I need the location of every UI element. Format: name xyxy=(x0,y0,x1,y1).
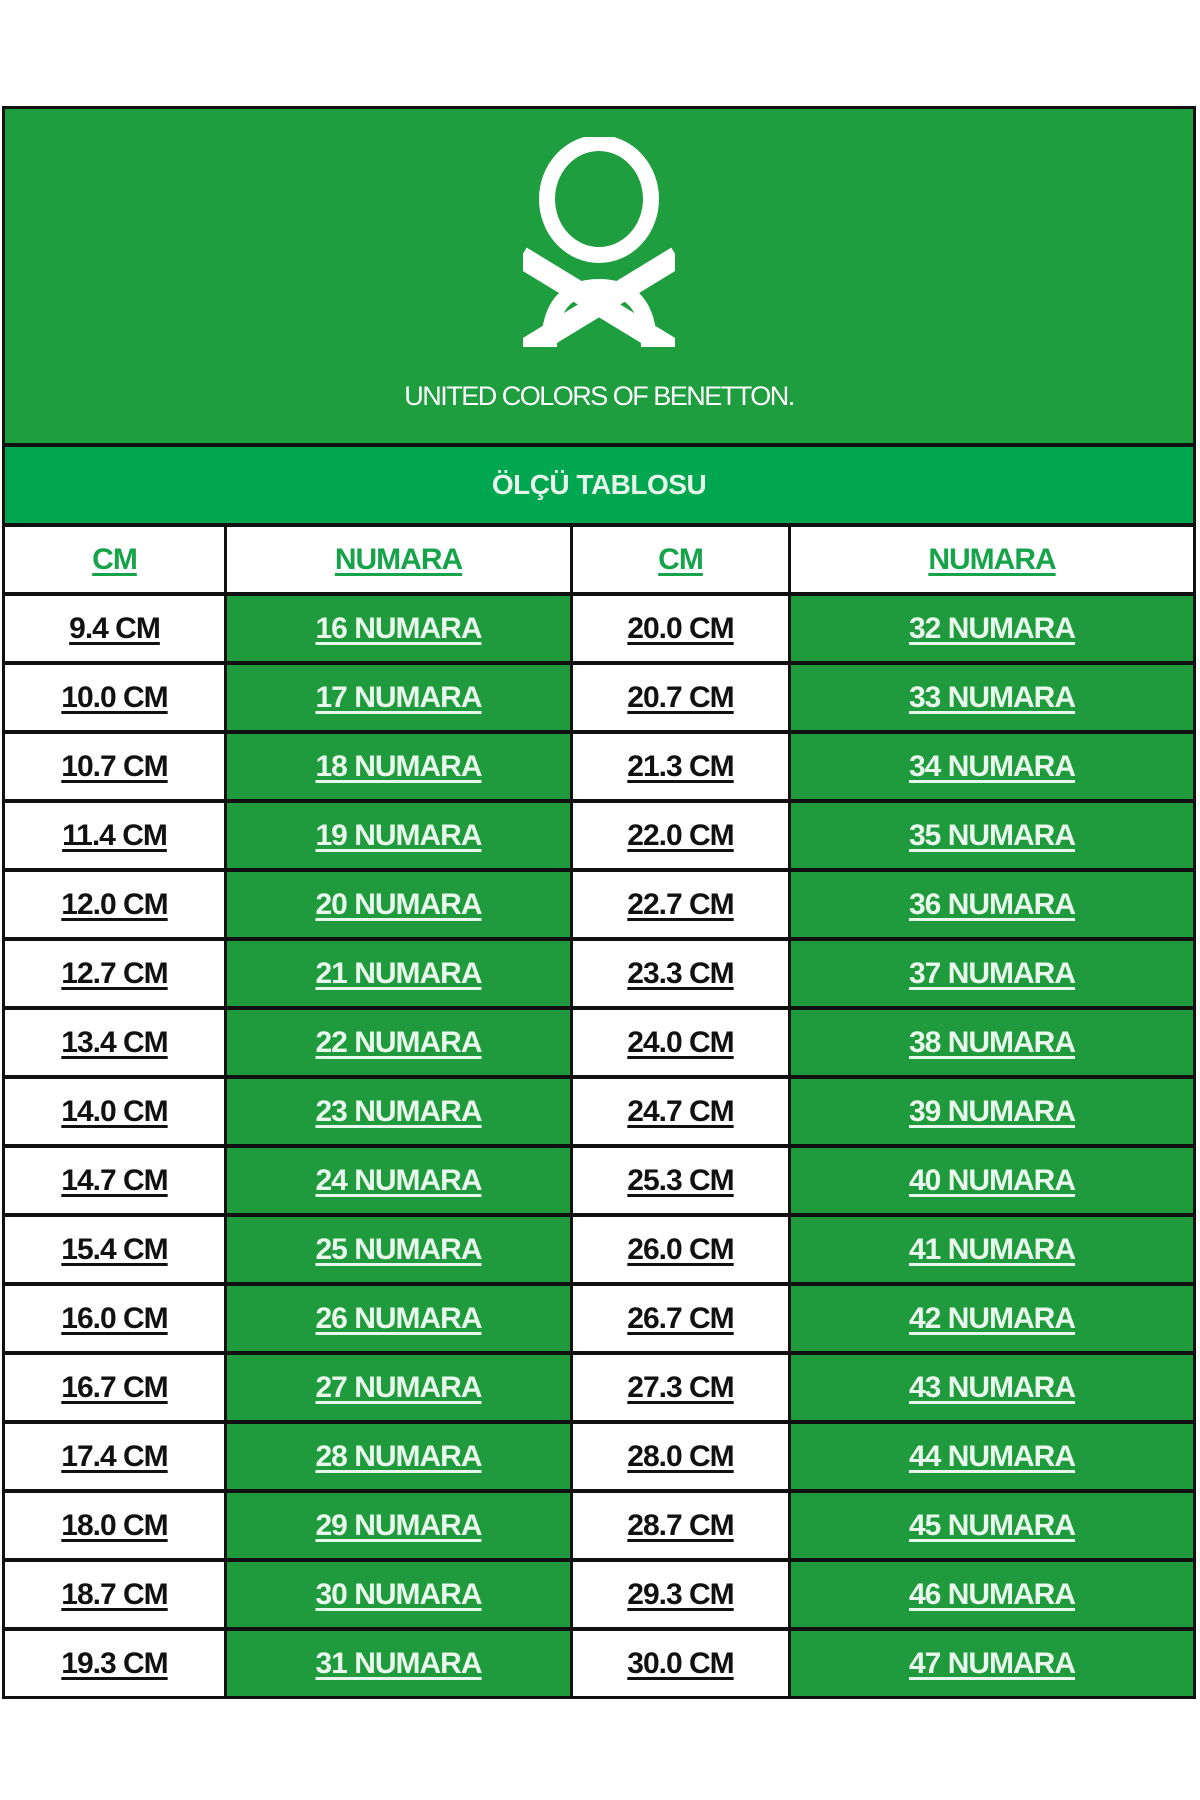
numara-cell: 33 NUMARA xyxy=(791,665,1193,730)
cm-cell: 14.0 CM xyxy=(5,1079,224,1144)
numara-cell: 36 NUMARA xyxy=(791,872,1193,937)
size-chart-table: UNITED COLORS OF BENETTON. ÖLÇÜ TABLOSU … xyxy=(2,106,1196,1699)
cm-cell: 26.0 CM xyxy=(573,1217,788,1282)
table-row: 19.3 CM 31 NUMARA 30.0 CM 47 NUMARA xyxy=(5,1631,1193,1696)
table-row: 14.7 CM 24 NUMARA 25.3 CM 40 NUMARA xyxy=(5,1148,1193,1213)
numara-cell: 38 NUMARA xyxy=(791,1010,1193,1075)
numara-cell: 39 NUMARA xyxy=(791,1079,1193,1144)
cm-cell: 22.7 CM xyxy=(573,872,788,937)
cm-cell: 24.7 CM xyxy=(573,1079,788,1144)
table-row: 10.0 CM 17 NUMARA 20.7 CM 33 NUMARA xyxy=(5,665,1193,730)
cm-cell: 28.7 CM xyxy=(573,1493,788,1558)
table-row: 10.7 CM 18 NUMARA 21.3 CM 34 NUMARA xyxy=(5,734,1193,799)
cm-cell: 24.0 CM xyxy=(573,1010,788,1075)
cm-cell: 12.7 CM xyxy=(5,941,224,1006)
numara-cell: 34 NUMARA xyxy=(791,734,1193,799)
numara-cell: 40 NUMARA xyxy=(791,1148,1193,1213)
table-row: 16.0 CM 26 NUMARA 26.7 CM 42 NUMARA xyxy=(5,1286,1193,1351)
benetton-knot-logo-icon xyxy=(509,137,689,347)
numara-cell: 17 NUMARA xyxy=(227,665,570,730)
numara-cell: 45 NUMARA xyxy=(791,1493,1193,1558)
cm-cell: 20.7 CM xyxy=(573,665,788,730)
cm-cell: 13.4 CM xyxy=(5,1010,224,1075)
table-row: 15.4 CM 25 NUMARA 26.0 CM 41 NUMARA xyxy=(5,1217,1193,1282)
cm-cell: 19.3 CM xyxy=(5,1631,224,1696)
cm-cell: 28.0 CM xyxy=(573,1424,788,1489)
logo-band: UNITED COLORS OF BENETTON. xyxy=(5,109,1193,447)
numara-cell: 16 NUMARA xyxy=(227,596,570,661)
numara-cell: 24 NUMARA xyxy=(227,1148,570,1213)
numara-cell: 18 NUMARA xyxy=(227,734,570,799)
table-row: 18.0 CM 29 NUMARA 28.7 CM 45 NUMARA xyxy=(5,1493,1193,1558)
numara-cell: 25 NUMARA xyxy=(227,1217,570,1282)
table-row: 11.4 CM 19 NUMARA 22.0 CM 35 NUMARA xyxy=(5,803,1193,868)
column-header: CM xyxy=(573,527,788,592)
column-header: NUMARA xyxy=(791,527,1193,592)
cm-cell: 12.0 CM xyxy=(5,872,224,937)
cm-cell: 14.7 CM xyxy=(5,1148,224,1213)
table-row: 14.0 CM 23 NUMARA 24.7 CM 39 NUMARA xyxy=(5,1079,1193,1144)
cm-cell: 10.7 CM xyxy=(5,734,224,799)
numara-cell: 29 NUMARA xyxy=(227,1493,570,1558)
cm-cell: 18.0 CM xyxy=(5,1493,224,1558)
numara-cell: 32 NUMARA xyxy=(791,596,1193,661)
cm-cell: 11.4 CM xyxy=(5,803,224,868)
cm-cell: 15.4 CM xyxy=(5,1217,224,1282)
chart-title: ÖLÇÜ TABLOSU xyxy=(5,447,1193,527)
numara-cell: 44 NUMARA xyxy=(791,1424,1193,1489)
column-header: NUMARA xyxy=(227,527,570,592)
cm-cell: 16.7 CM xyxy=(5,1355,224,1420)
numara-cell: 20 NUMARA xyxy=(227,872,570,937)
numara-cell: 47 NUMARA xyxy=(791,1631,1193,1696)
numara-cell: 43 NUMARA xyxy=(791,1355,1193,1420)
table-row: 18.7 CM 30 NUMARA 29.3 CM 46 NUMARA xyxy=(5,1562,1193,1627)
column-header: CM xyxy=(5,527,224,592)
table-row: 13.4 CM 22 NUMARA 24.0 CM 38 NUMARA xyxy=(5,1010,1193,1075)
cm-cell: 20.0 CM xyxy=(573,596,788,661)
table-row: 17.4 CM 28 NUMARA 28.0 CM 44 NUMARA xyxy=(5,1424,1193,1489)
numara-cell: 37 NUMARA xyxy=(791,941,1193,1006)
cm-cell: 10.0 CM xyxy=(5,665,224,730)
numara-cell: 35 NUMARA xyxy=(791,803,1193,868)
cm-cell: 9.4 CM xyxy=(5,596,224,661)
numara-cell: 46 NUMARA xyxy=(791,1562,1193,1627)
cm-cell: 18.7 CM xyxy=(5,1562,224,1627)
cm-cell: 26.7 CM xyxy=(573,1286,788,1351)
numara-cell: 21 NUMARA xyxy=(227,941,570,1006)
numara-cell: 19 NUMARA xyxy=(227,803,570,868)
cm-cell: 23.3 CM xyxy=(573,941,788,1006)
cm-cell: 17.4 CM xyxy=(5,1424,224,1489)
numara-cell: 23 NUMARA xyxy=(227,1079,570,1144)
cm-cell: 22.0 CM xyxy=(573,803,788,868)
cm-cell: 29.3 CM xyxy=(573,1562,788,1627)
numara-cell: 30 NUMARA xyxy=(227,1562,570,1627)
cm-cell: 16.0 CM xyxy=(5,1286,224,1351)
brand-name: UNITED COLORS OF BENETTON. xyxy=(404,381,795,411)
numara-cell: 42 NUMARA xyxy=(791,1286,1193,1351)
cm-cell: 30.0 CM xyxy=(573,1631,788,1696)
numara-cell: 31 NUMARA xyxy=(227,1631,570,1696)
header-row: CM NUMARA CM NUMARA xyxy=(5,527,1193,592)
numara-cell: 27 NUMARA xyxy=(227,1355,570,1420)
numara-cell: 26 NUMARA xyxy=(227,1286,570,1351)
table-row: 9.4 CM 16 NUMARA 20.0 CM 32 NUMARA xyxy=(5,596,1193,661)
table-row: 12.0 CM 20 NUMARA 22.7 CM 36 NUMARA xyxy=(5,872,1193,937)
table-row: 16.7 CM 27 NUMARA 27.3 CM 43 NUMARA xyxy=(5,1355,1193,1420)
cm-cell: 25.3 CM xyxy=(573,1148,788,1213)
numara-cell: 22 NUMARA xyxy=(227,1010,570,1075)
table-row: 12.7 CM 21 NUMARA 23.3 CM 37 NUMARA xyxy=(5,941,1193,1006)
cm-cell: 27.3 CM xyxy=(573,1355,788,1420)
numara-cell: 41 NUMARA xyxy=(791,1217,1193,1282)
numara-cell: 28 NUMARA xyxy=(227,1424,570,1489)
cm-cell: 21.3 CM xyxy=(573,734,788,799)
